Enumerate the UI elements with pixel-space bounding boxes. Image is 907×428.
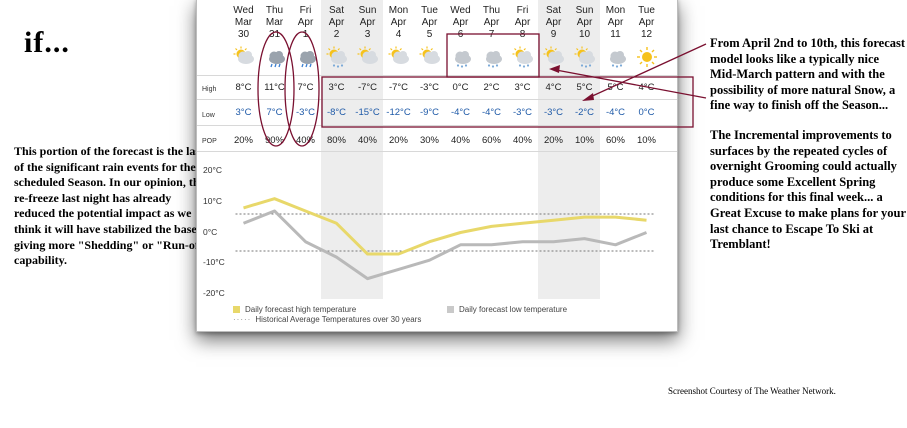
low-temp-series-line <box>242 209 648 281</box>
row-label-pop: POP <box>202 138 217 145</box>
day-month: Apr <box>328 17 345 28</box>
day-date: 11 <box>610 29 621 40</box>
right-commentary-paragraph-1: From April 2nd to 10th, this forecast mo… <box>710 36 906 113</box>
forecast-panel: High Low POP Wed Mar 30 8°C 3°C 20% Thu Mar 31 11… <box>196 0 678 332</box>
day-month: Apr <box>607 17 624 28</box>
pop-value: 60% <box>605 135 625 146</box>
day-of-week: Wed <box>233 5 254 16</box>
day-header: Mon Apr 11 <box>600 5 631 41</box>
day-date: 2 <box>333 29 340 40</box>
day-header: Sun Apr 10 <box>569 5 600 41</box>
pop-value: 10% <box>636 135 656 146</box>
day-month: Apr <box>638 17 655 28</box>
screenshot-credit: Screenshot Courtesy of The Weather Netwo… <box>668 386 836 396</box>
weekend-shade <box>321 0 352 299</box>
legend-historical: ····· Historical Average Temperatures ove… <box>233 315 421 324</box>
sun-cloud-icon <box>543 46 565 68</box>
day-of-week: Thu <box>265 5 284 16</box>
legend-historical-text: Historical Average Temperatures over 30 … <box>255 315 422 324</box>
day-month: Apr <box>483 17 500 28</box>
low-temp: 3°C <box>235 107 252 118</box>
day-header: Sat Apr 2 <box>321 5 352 41</box>
pop-value: 60% <box>481 135 501 146</box>
y-tick-label: -10°C <box>203 257 225 268</box>
day-month: Apr <box>359 17 376 28</box>
day-date: 3 <box>364 29 371 40</box>
day-date: 30 <box>237 29 250 40</box>
day-month: Apr <box>421 17 438 28</box>
weekend-shade <box>352 0 383 299</box>
day-month: Apr <box>297 17 314 28</box>
day-month: Apr <box>514 17 531 28</box>
high-temp-series-line <box>243 197 647 256</box>
divider <box>197 151 677 152</box>
day-header: Tue Apr 12 <box>631 5 662 41</box>
day-of-week: Mon <box>605 5 626 16</box>
divider <box>197 75 677 76</box>
sun-cloud-icon <box>419 46 441 68</box>
legend-low: Daily forecast low temperature <box>447 305 567 314</box>
day-month: Apr <box>452 17 469 28</box>
heading-if: if... <box>24 26 70 59</box>
day-of-week: Sat <box>545 5 561 16</box>
temperature-chart <box>235 197 655 281</box>
day-header: Sat Apr 9 <box>538 5 569 41</box>
pop-value: 20% <box>233 135 253 146</box>
legend-dotted-line-icon: ····· <box>233 315 252 324</box>
sun-cloud-icon <box>388 46 410 68</box>
pop-value: 30% <box>419 135 439 146</box>
pop-value: 40% <box>512 135 532 146</box>
pop-value: 20% <box>388 135 408 146</box>
day-header: Tue Apr 5 <box>414 5 445 41</box>
day-month: Apr <box>576 17 593 28</box>
pop-value: 40% <box>450 135 470 146</box>
legend-high: Daily forecast high temperature <box>233 305 356 314</box>
day-date: 9 <box>550 29 557 40</box>
day-of-week: Sun <box>358 5 377 16</box>
pop-value: 10% <box>574 135 594 146</box>
sun-snow-icon <box>326 46 348 68</box>
pop-value: 20% <box>543 135 563 146</box>
day-of-week: Fri <box>516 5 529 16</box>
legend-high-swatch <box>233 306 240 313</box>
weekend-shade <box>538 0 569 299</box>
left-commentary: This portion of the forecast is the last… <box>14 144 210 268</box>
day-month: Apr <box>390 17 407 28</box>
y-tick-label: 20°C <box>203 165 222 175</box>
day-of-week: Mon <box>388 5 409 16</box>
legend-low-text: Daily forecast low temperature <box>459 305 568 314</box>
row-label-low: Low <box>202 112 215 119</box>
day-of-week: Sat <box>328 5 344 16</box>
day-month: Apr <box>545 17 562 28</box>
day-date: 10 <box>578 29 591 40</box>
high-temp: 8°C <box>235 82 252 93</box>
y-tick-label: 10°C <box>203 195 222 206</box>
day-of-week: Wed <box>450 5 471 16</box>
legend-low-swatch <box>447 306 454 313</box>
day-date: 4 <box>395 29 402 40</box>
day-header: Wed Mar 30 <box>228 5 259 41</box>
y-tick-label: 0°C <box>203 226 218 237</box>
day-of-week: Fri <box>299 5 312 16</box>
day-header: Sun Apr 3 <box>352 5 383 41</box>
day-month: Mar <box>265 17 284 28</box>
right-commentary-paragraph-2: The Incremental improvements to surfaces… <box>710 127 906 252</box>
day-of-week: Sun <box>575 5 594 16</box>
pop-value: 40% <box>357 135 377 146</box>
day-of-week: Thu <box>482 5 501 16</box>
day-of-week: Tue <box>421 5 438 16</box>
pop-value: 80% <box>326 135 346 146</box>
day-date: 5 <box>426 29 433 40</box>
right-commentary: From April 2nd to 10th, this forecast mo… <box>710 36 906 267</box>
day-date: 12 <box>640 29 653 40</box>
row-label-high: High <box>202 86 217 93</box>
sun-cloud-icon <box>357 46 379 68</box>
sun-cloud-icon <box>233 46 255 68</box>
legend-high-text: Daily forecast high temperature <box>245 305 357 314</box>
day-header: Mon Apr 4 <box>383 5 414 41</box>
day-month: Mar <box>234 17 253 28</box>
y-tick-label: -20°C <box>203 288 225 298</box>
day-of-week: Tue <box>638 5 655 16</box>
